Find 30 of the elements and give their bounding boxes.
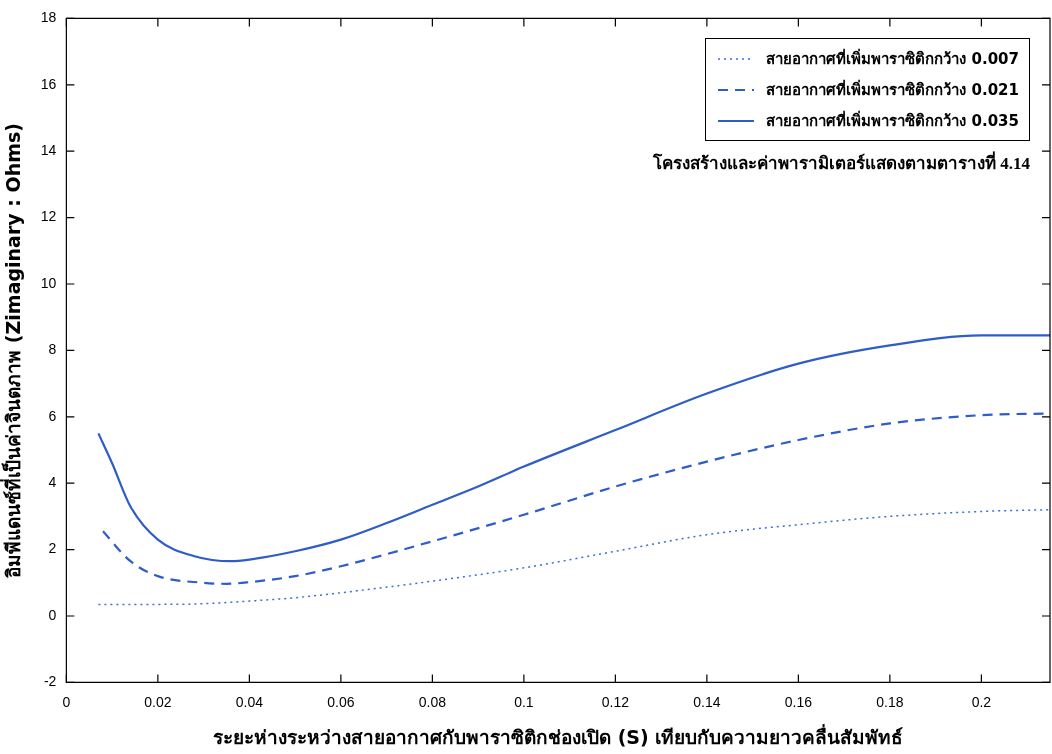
y-tick-label: 14 (40, 142, 57, 159)
legend-label: สายอากาศที่เพิ่มพาราซิติกกว้าง 0.021 (766, 78, 1019, 101)
x-tick-label: 0.06 (327, 693, 355, 710)
x-tick-label: 0.08 (418, 693, 447, 710)
legend-label: สายอากาศที่เพิ่มพาราซิติกกว้าง 0.007 (766, 47, 1019, 70)
y-tick-label: 4 (48, 474, 57, 491)
x-tick-label: 0.02 (144, 693, 172, 710)
x-tick-label: 0.16 (784, 693, 813, 710)
y-tick-label: 2 (48, 540, 57, 557)
y-tick-label: 16 (40, 75, 57, 92)
y-tick-label: 0 (48, 606, 57, 623)
x-tick-label: 0.04 (235, 693, 264, 710)
annotation: โครงสร้างและค่าพารามิเตอร์แสดงตามตารางที่ 4.14 (653, 150, 1030, 176)
x-tick-label: 0.2 (971, 693, 992, 710)
x-tick-label: 0.18 (876, 693, 904, 710)
y-tick-label: 10 (40, 274, 57, 291)
x-tick-label: 0.1 (514, 693, 534, 710)
x-tick-label: 0.12 (601, 693, 630, 710)
y-tick-label: -2 (43, 673, 57, 690)
y-tick-label: 12 (40, 208, 57, 225)
x-tick-label: 0 (62, 693, 71, 710)
line-series (97, 334, 1050, 563)
x-axis-title: ระยะห่างระหว่างสายอากาศกับพาราซิติกช่องเปิด (S) เทียบกับความยาวคลื่นสัมพัทธ์ (213, 723, 904, 748)
y-axis-title: อิมพีแดนซ์ที่เป็นค่าจินตภาพ (Zimaginary : Ohms) (0, 123, 25, 578)
y-tick-label: 18 (40, 9, 57, 26)
x-tick-label: 0.14 (693, 693, 721, 710)
line-series (97, 509, 1050, 606)
y-tick-label: 8 (48, 341, 57, 358)
legend-label: สายอากาศที่เพิ่มพาราซิติกกว้าง 0.035 (766, 109, 1019, 132)
y-tick-label: 6 (48, 407, 57, 424)
